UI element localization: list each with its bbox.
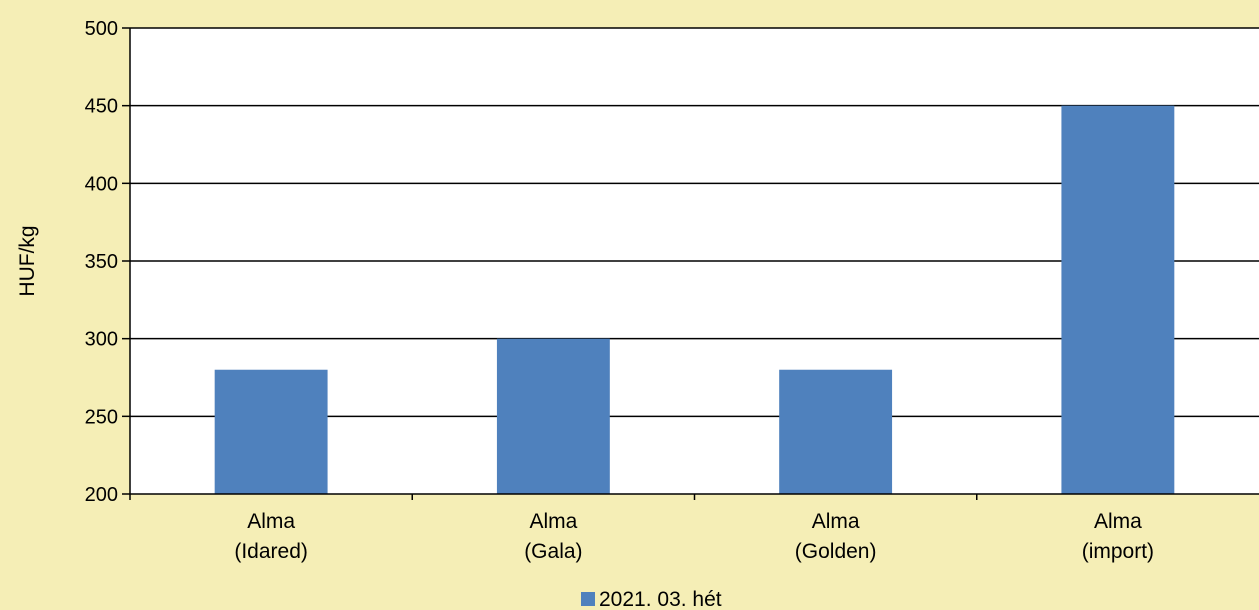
- legend: 2021. 03. hét: [581, 588, 722, 610]
- x-category-label-line: (Golden): [795, 540, 877, 563]
- x-category-label: Alma (import): [1082, 510, 1154, 563]
- bar: [214, 369, 328, 494]
- bar: [779, 369, 893, 494]
- legend-swatch: [581, 592, 595, 606]
- y-tick-label: 350: [85, 251, 118, 273]
- y-tick-label: 400: [85, 173, 118, 195]
- y-tick-label: 500: [85, 18, 118, 40]
- y-axis-ticks: 200 250 300 350 400 450 500: [85, 18, 130, 506]
- x-category-label-line: (import): [1082, 540, 1154, 563]
- y-tick-label: 250: [85, 406, 118, 428]
- bar: [496, 338, 610, 494]
- x-category-label: Alma (Idared): [234, 510, 308, 563]
- legend-label: 2021. 03. hét: [599, 588, 722, 610]
- x-category-label-line: Alma: [812, 510, 860, 533]
- y-tick-label: 450: [85, 96, 118, 118]
- x-axis-categories: Alma (Idared) Alma (Gala) Alma (Golden) Alma (i…: [129, 494, 1154, 563]
- x-category-label-line: Alma: [247, 510, 295, 533]
- y-tick-label: 200: [85, 484, 118, 506]
- x-category-label-line: Alma: [1094, 510, 1142, 533]
- x-category-label-line: (Gala): [524, 540, 582, 563]
- bars: [214, 105, 1175, 495]
- x-category-label: Alma (Golden): [795, 510, 877, 563]
- y-axis-title: HUF/kg: [16, 225, 39, 296]
- x-category-label-line: Alma: [529, 510, 577, 533]
- y-tick-label: 300: [85, 329, 118, 351]
- x-category-label-line: (Idared): [234, 540, 308, 563]
- bar: [1061, 105, 1175, 495]
- x-category-label: Alma (Gala): [524, 510, 582, 563]
